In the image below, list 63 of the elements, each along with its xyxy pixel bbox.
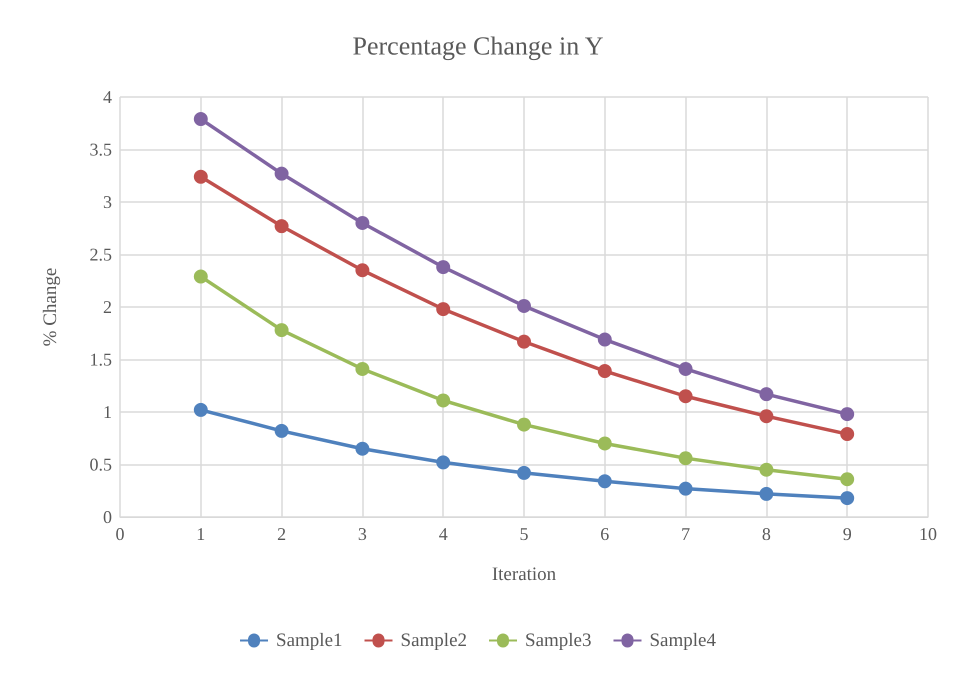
point xyxy=(759,462,774,477)
x-axis-title: Iteration xyxy=(492,564,557,585)
point xyxy=(274,424,289,438)
y-axis-title: % Change xyxy=(40,268,61,346)
legend-label: Sample3 xyxy=(525,630,592,651)
point xyxy=(840,491,854,506)
point xyxy=(436,260,450,274)
point xyxy=(355,362,370,376)
chart-title: Percentage Change in Y xyxy=(352,32,604,60)
x-tick-label: 5 xyxy=(520,524,528,544)
y-tick-label: 2.5 xyxy=(90,244,112,264)
point xyxy=(436,393,450,408)
x-tick-label: 1 xyxy=(196,524,206,544)
y-tick-label: 2 xyxy=(103,297,112,317)
legend-label: Sample2 xyxy=(400,630,468,651)
point xyxy=(517,298,531,313)
y-tick-label: 3.5 xyxy=(90,140,112,160)
point xyxy=(194,112,208,126)
x-tick-label: 3 xyxy=(358,524,367,544)
point xyxy=(598,364,612,378)
x-tick-label: 8 xyxy=(762,524,771,544)
point xyxy=(436,302,450,316)
point xyxy=(598,474,612,488)
point xyxy=(274,219,289,234)
point xyxy=(274,323,289,338)
point xyxy=(355,263,370,278)
point xyxy=(759,409,774,424)
point xyxy=(194,270,208,284)
point xyxy=(598,436,612,450)
point xyxy=(678,482,693,496)
y-tick-label: 4 xyxy=(103,87,112,107)
point xyxy=(840,472,854,486)
x-tick-label: 10 xyxy=(919,524,937,544)
point xyxy=(678,389,693,404)
x-tick-label: 9 xyxy=(842,524,852,544)
legend-label: Sample1 xyxy=(276,630,343,651)
point xyxy=(598,332,612,347)
point xyxy=(355,442,370,456)
point xyxy=(194,170,208,184)
y-tick-label: 0.5 xyxy=(90,454,112,474)
x-tick-label: 7 xyxy=(681,524,690,544)
point xyxy=(840,427,854,442)
point xyxy=(517,466,531,480)
y-tick-label: 1.5 xyxy=(90,350,112,370)
point xyxy=(517,334,531,349)
point xyxy=(436,455,450,470)
x-tick-label: 6 xyxy=(600,524,610,544)
x-tick-label: 0 xyxy=(116,524,124,544)
point xyxy=(678,362,693,376)
point xyxy=(759,387,774,402)
point xyxy=(678,451,693,466)
y-tick-label: 0 xyxy=(103,507,112,527)
x-tick-label: 4 xyxy=(438,524,448,544)
point xyxy=(759,486,774,501)
y-tick-label: 1 xyxy=(103,402,112,422)
point xyxy=(274,166,289,181)
y-tick-label: 3 xyxy=(103,192,112,212)
x-tick-label: 2 xyxy=(277,524,286,544)
legend-label: Sample4 xyxy=(649,630,716,651)
point xyxy=(194,402,208,417)
point xyxy=(355,216,370,230)
point xyxy=(517,418,531,432)
point xyxy=(840,407,854,422)
